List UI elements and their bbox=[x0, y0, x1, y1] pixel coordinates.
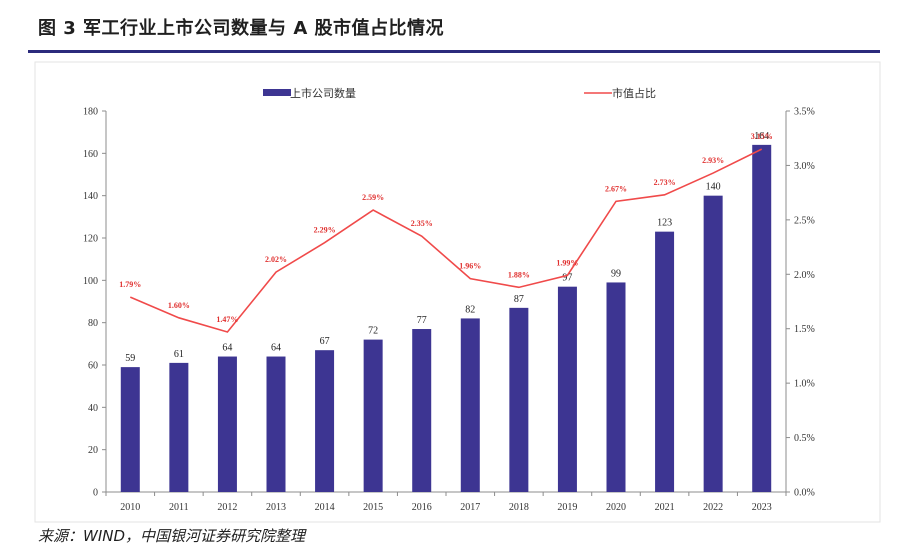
bar bbox=[363, 339, 383, 492]
line-value-label: 2.59% bbox=[362, 193, 384, 202]
line-value-label: 2.02% bbox=[265, 255, 287, 264]
y-left-tick-label: 140 bbox=[83, 191, 98, 202]
bar bbox=[217, 356, 237, 492]
line-value-label: 3.15% bbox=[751, 132, 773, 141]
y-left-tick-label: 100 bbox=[83, 276, 98, 287]
x-tick-label: 2011 bbox=[169, 502, 189, 513]
bar bbox=[120, 367, 140, 492]
x-tick-label: 2016 bbox=[412, 502, 432, 513]
source-note: 来源：WIND，中国银河证券研究院整理 bbox=[38, 527, 306, 545]
bar bbox=[606, 282, 626, 492]
bar-value-label: 164 bbox=[754, 131, 769, 142]
bar bbox=[509, 307, 529, 492]
line-value-label: 1.79% bbox=[119, 280, 141, 289]
x-tick-label: 2013 bbox=[266, 502, 286, 513]
bar-value-label: 64 bbox=[271, 343, 281, 354]
line-value-label: 2.29% bbox=[314, 226, 336, 235]
x-tick-label: 2015 bbox=[363, 502, 383, 513]
line-value-label: 1.96% bbox=[459, 262, 481, 271]
legend-line-label: 市值占比 bbox=[612, 86, 656, 100]
line-value-label: 1.60% bbox=[168, 301, 190, 310]
y-right-tick-label: 3.0% bbox=[794, 161, 815, 172]
bar bbox=[460, 318, 480, 492]
y-right-tick-label: 3.5% bbox=[794, 107, 815, 118]
y-left-tick-label: 160 bbox=[83, 149, 98, 160]
bar-value-label: 82 bbox=[465, 304, 475, 315]
bar bbox=[315, 350, 335, 492]
y-right-tick-label: 1.5% bbox=[794, 324, 815, 335]
x-tick-label: 2018 bbox=[509, 502, 529, 513]
title-rule bbox=[28, 50, 880, 53]
x-tick-label: 2010 bbox=[120, 502, 140, 513]
legend-bar-label: 上市公司数量 bbox=[290, 86, 356, 100]
bar-value-label: 123 bbox=[657, 218, 672, 229]
y-right-tick-label: 1.0% bbox=[794, 379, 815, 390]
y-left-tick-label: 40 bbox=[88, 403, 98, 414]
x-tick-label: 2020 bbox=[606, 502, 626, 513]
bar-value-label: 67 bbox=[320, 336, 330, 347]
bar-value-label: 72 bbox=[368, 326, 378, 337]
bar bbox=[703, 195, 723, 492]
line-value-label: 2.93% bbox=[702, 156, 724, 165]
y-right-tick-label: 0.5% bbox=[794, 433, 815, 444]
bar bbox=[557, 286, 577, 492]
bar-value-label: 97 bbox=[562, 273, 572, 284]
line-value-label: 1.99% bbox=[556, 258, 578, 267]
bar bbox=[169, 362, 189, 492]
share-line bbox=[129, 148, 763, 333]
y-left-tick-label: 120 bbox=[83, 234, 98, 245]
bar bbox=[266, 356, 286, 492]
y-left-tick-label: 60 bbox=[88, 361, 98, 372]
x-tick-label: 2017 bbox=[460, 502, 480, 513]
x-tick-label: 2022 bbox=[703, 502, 723, 513]
chart-title: 图 3 军工行业上市公司数量与 A 股市值占比情况 bbox=[38, 18, 445, 39]
bar bbox=[752, 144, 772, 492]
y-left-tick-label: 80 bbox=[88, 318, 98, 329]
x-tick-label: 2019 bbox=[557, 502, 577, 513]
bar-value-label: 64 bbox=[222, 343, 232, 354]
y-left-tick-label: 0 bbox=[93, 488, 98, 499]
plot-frame bbox=[34, 61, 881, 523]
y-right-tick-label: 2.0% bbox=[794, 270, 815, 281]
line-value-label: 2.73% bbox=[654, 178, 676, 187]
x-tick-label: 2012 bbox=[217, 502, 237, 513]
x-tick-label: 2021 bbox=[655, 502, 675, 513]
line-value-label: 2.67% bbox=[605, 184, 627, 193]
x-tick-label: 2014 bbox=[315, 502, 335, 513]
y-right-tick-label: 0.0% bbox=[794, 488, 815, 499]
line-value-label: 2.35% bbox=[411, 219, 433, 228]
line-value-label: 1.47% bbox=[216, 315, 238, 324]
legend-bar-swatch bbox=[263, 89, 291, 96]
y-left-tick-label: 180 bbox=[83, 107, 98, 118]
bar bbox=[412, 329, 432, 492]
bar-value-label: 77 bbox=[417, 315, 427, 326]
y-right-tick-label: 2.5% bbox=[794, 215, 815, 226]
bar bbox=[655, 231, 675, 492]
x-tick-label: 2023 bbox=[752, 502, 772, 513]
bar-value-label: 61 bbox=[174, 349, 184, 360]
line-value-label: 1.88% bbox=[508, 270, 530, 279]
bar-value-label: 99 bbox=[611, 268, 621, 279]
bar-value-label: 59 bbox=[125, 353, 135, 364]
y-left-tick-label: 20 bbox=[88, 445, 98, 456]
bar-value-label: 87 bbox=[514, 294, 524, 305]
bar-value-label: 140 bbox=[706, 182, 721, 193]
